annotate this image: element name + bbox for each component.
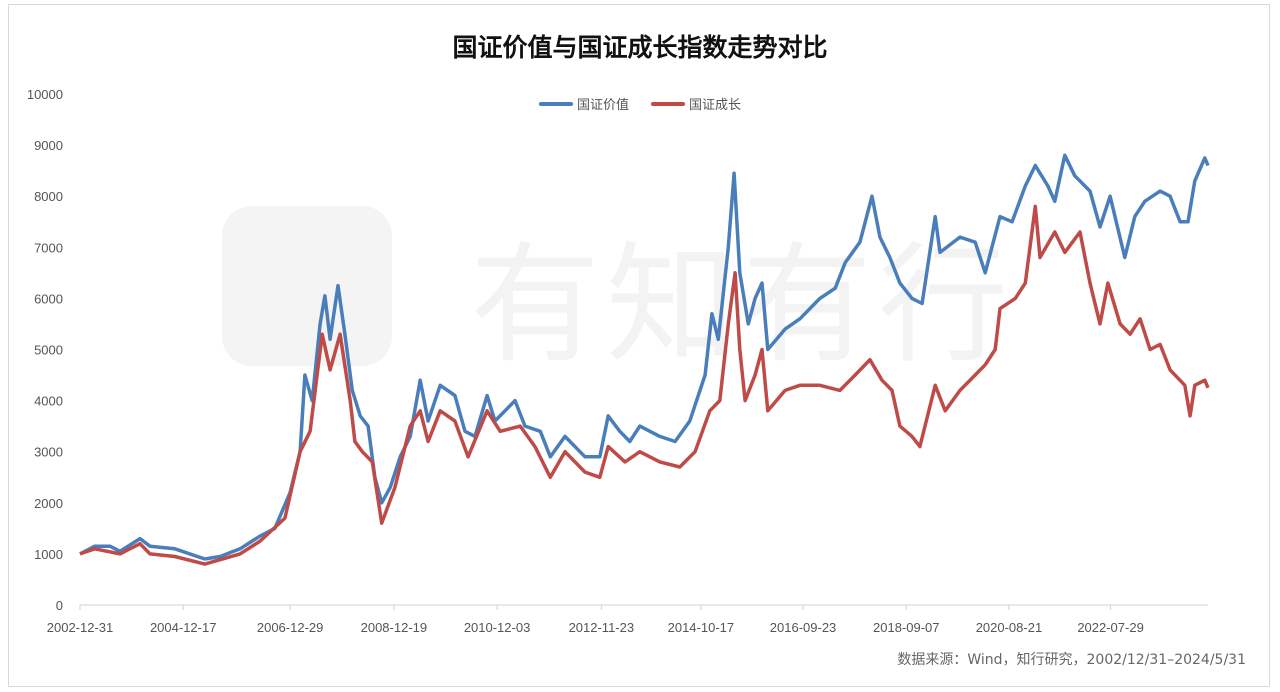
x-tick-label: 2016-09-23 bbox=[770, 620, 837, 635]
x-tick-label: 2020-08-21 bbox=[976, 620, 1043, 635]
legend-item-growth: 国证成长 bbox=[651, 94, 741, 113]
series-line-value bbox=[79, 153, 1210, 561]
y-tick-label: 10000 bbox=[27, 87, 63, 102]
x-tick-label: 2004-12-17 bbox=[150, 620, 217, 635]
y-tick-label: 4000 bbox=[34, 394, 63, 409]
y-tick-label: 1000 bbox=[34, 547, 63, 562]
y-tick-label: 3000 bbox=[34, 445, 63, 460]
x-tick-label: 2008-12-19 bbox=[361, 620, 428, 635]
x-tick-label: 2010-12-03 bbox=[464, 620, 531, 635]
y-tick-label: 6000 bbox=[34, 291, 63, 306]
x-tick-label: 2002-12-31 bbox=[47, 620, 114, 635]
chart-frame bbox=[8, 4, 1270, 687]
x-tick-label: 2012-11-23 bbox=[569, 620, 635, 635]
y-tick-label: 9000 bbox=[34, 138, 63, 153]
series-line-growth bbox=[79, 204, 1210, 566]
legend-label-growth: 国证成长 bbox=[689, 98, 742, 113]
y-tick-label: 8000 bbox=[34, 189, 63, 204]
legend: 国证价值 国证成长 bbox=[0, 94, 1280, 113]
legend-item-value: 国证价值 bbox=[538, 94, 629, 113]
y-tick-label: 7000 bbox=[34, 240, 63, 255]
legend-label-value: 国证价值 bbox=[576, 98, 629, 113]
source-note: 数据来源：Wind，知行研究，2002/12/31–2024/5/31 bbox=[897, 652, 1246, 668]
legend-swatch-growth bbox=[651, 101, 685, 106]
watermark-logo bbox=[222, 206, 392, 366]
x-tick-label: 2018-09-07 bbox=[873, 620, 940, 635]
x-tick-label: 2014-10-17 bbox=[668, 620, 735, 635]
legend-swatch-value bbox=[538, 101, 573, 106]
chart-title: 国证价值与国证成长指数走势对比 bbox=[452, 33, 828, 62]
x-tick-label: 2022-07-29 bbox=[1077, 620, 1144, 635]
y-tick-label: 2000 bbox=[34, 496, 63, 511]
x-tick-label: 2006-12-29 bbox=[257, 620, 324, 635]
y-tick-label: 5000 bbox=[34, 343, 63, 358]
y-tick-label: 0 bbox=[56, 598, 63, 613]
